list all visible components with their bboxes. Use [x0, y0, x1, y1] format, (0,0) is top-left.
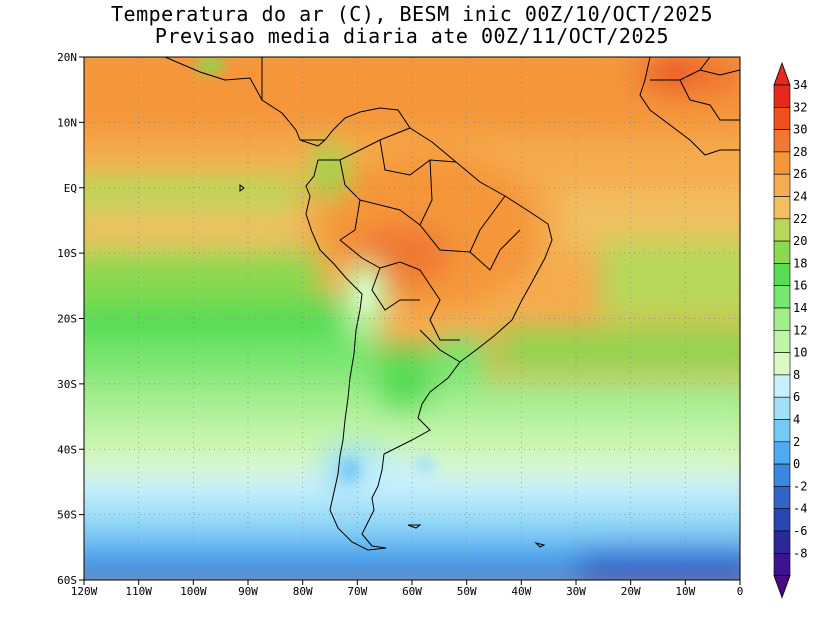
- colorbar-segment: [773, 419, 791, 443]
- colorbar-label: 8: [793, 368, 800, 382]
- colorbar-label: 12: [793, 323, 807, 337]
- colorbar-label: 2: [793, 435, 800, 449]
- x-tick-label: 50W: [457, 585, 477, 598]
- colorbar-segment: [773, 508, 791, 532]
- colorbar-segment: [773, 329, 791, 353]
- colorbar-segment: [773, 463, 791, 487]
- colorbar-segment: [773, 396, 791, 420]
- x-tick-label: 80W: [293, 585, 313, 598]
- colorbar-segment: [773, 107, 791, 130]
- map-title-line2: Previsao media diaria ate 00Z/11/OCT/202…: [154, 24, 670, 48]
- x-axis: 120W 110W 100W 90W 80W 70W 60W 50W 40W 30W 20W 10W 0: [71, 580, 744, 598]
- colorbar-label: 4: [793, 413, 800, 427]
- y-tick-label: 10S: [57, 247, 77, 260]
- colorbar-segment: [773, 374, 791, 398]
- x-tick-label: 60W: [402, 585, 422, 598]
- colorbar-segment: [773, 129, 791, 153]
- x-tick-label: 100W: [180, 585, 207, 598]
- x-tick-label: 0: [737, 585, 744, 598]
- colorbar-segment: [773, 552, 791, 576]
- colorbar-segment: [773, 352, 791, 376]
- colorbar-segment: [773, 441, 791, 465]
- colorbar-label: 28: [793, 145, 807, 159]
- x-tick-label: 30W: [566, 585, 586, 598]
- colorbar-label: -8: [793, 546, 807, 560]
- y-tick-label: 30S: [57, 378, 77, 391]
- colorbar-segment: [773, 486, 791, 509]
- colorbar-segment: [773, 196, 791, 220]
- colorbar-label: 14: [793, 301, 807, 315]
- x-tick-label: 90W: [238, 585, 258, 598]
- colorbar-label: 18: [793, 256, 807, 270]
- colorbar-label: 34: [793, 78, 807, 92]
- x-tick-label: 70W: [347, 585, 367, 598]
- colorbar-segment: [773, 151, 791, 175]
- colorbar-bottom-arrow: [773, 575, 791, 599]
- y-tick-label: 40S: [57, 443, 77, 456]
- colorbar-label: 30: [793, 123, 807, 137]
- colorbar-label: -2: [793, 479, 807, 493]
- colorbar-segment: [773, 530, 791, 554]
- x-tick-label: 110W: [125, 585, 152, 598]
- colorbar-label: -6: [793, 524, 807, 538]
- x-tick-label: 120W: [71, 585, 98, 598]
- colorbar-label: 10: [793, 346, 807, 360]
- colorbar-segment: [773, 285, 791, 309]
- y-tick-label: 60S: [57, 574, 77, 587]
- y-axis: 20N 10N EQ 10S 20S 30S 40S 50S 60S: [57, 51, 84, 587]
- colorbar-segment: [773, 307, 791, 331]
- y-tick-label: 20S: [57, 313, 77, 326]
- colorbar-segment: [773, 173, 791, 197]
- y-tick-label: 20N: [57, 51, 77, 64]
- colorbar-label: 16: [793, 279, 807, 293]
- colorbar-segment: [773, 240, 791, 264]
- colorbar-label: 0: [793, 457, 800, 471]
- colorbar-label: -4: [793, 502, 807, 516]
- coastlines: [164, 57, 740, 551]
- grid-lines: [84, 57, 740, 580]
- colorbar-label: 26: [793, 167, 807, 181]
- x-tick-label: 40W: [511, 585, 531, 598]
- colorbar-segment: [773, 218, 791, 242]
- colorbar-label: 6: [793, 390, 800, 404]
- colorbar-label: 20: [793, 234, 807, 248]
- y-tick-label: 50S: [57, 509, 77, 522]
- colorbar-top-arrow: [773, 61, 791, 86]
- x-tick-label: 20W: [621, 585, 641, 598]
- y-tick-label: 10N: [57, 116, 77, 129]
- colorbar-segment: [773, 84, 791, 108]
- colorbar-label: 24: [793, 190, 807, 204]
- colorbar-label: 22: [793, 212, 807, 226]
- x-tick-label: 10W: [675, 585, 695, 598]
- colorbar-segment: [773, 263, 791, 286]
- y-tick-label: EQ: [64, 182, 77, 195]
- colorbar-label: 32: [793, 100, 807, 114]
- map-title-line1: Temperatura do ar (C), BESM inic 00Z/10/…: [111, 2, 713, 26]
- temperature-field: [84, 57, 740, 580]
